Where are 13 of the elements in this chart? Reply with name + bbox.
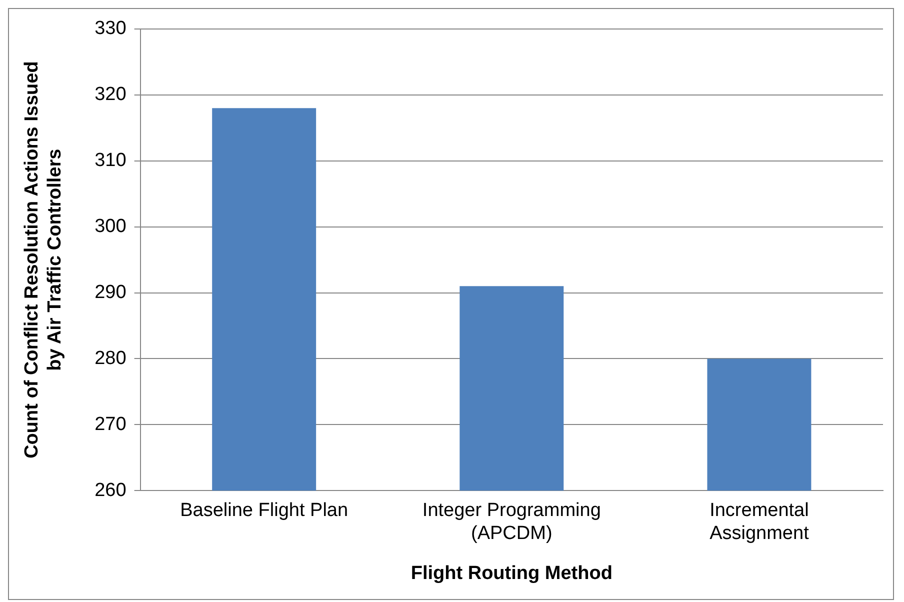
x-tick-label: Incremental Assignment — [710, 500, 810, 544]
y-tick-label: 280 — [94, 348, 126, 369]
y-tick-label: 260 — [94, 480, 126, 501]
x-tick-label: Baseline Flight Plan — [180, 500, 348, 522]
y-tick-label: 310 — [94, 150, 126, 172]
x-tick-label: Integer Programming (APCDM) — [422, 500, 601, 544]
y-tick-label: 330 — [94, 18, 126, 40]
y-axis-title: Count of Conflict Resolution Actions Issued by Air Traffic Controllers — [22, 61, 66, 458]
y-tick-label: 290 — [94, 282, 126, 304]
y-tick-label: 300 — [94, 216, 126, 238]
y-tick-label: 320 — [94, 84, 126, 106]
y-tick-label: 270 — [94, 414, 126, 435]
x-axis-title: Flight Routing Method — [410, 562, 612, 584]
